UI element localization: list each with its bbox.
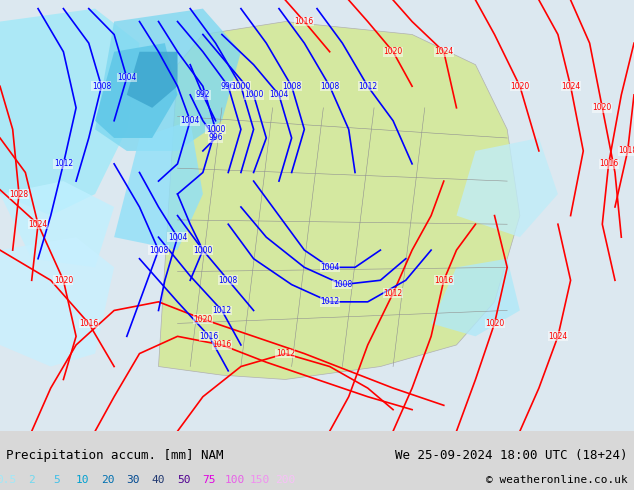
Text: 1012: 1012	[384, 289, 403, 298]
Text: © weatheronline.co.uk: © weatheronline.co.uk	[486, 475, 628, 485]
Text: 1000: 1000	[193, 245, 212, 255]
Polygon shape	[0, 237, 114, 367]
Text: 1008: 1008	[149, 245, 168, 255]
Text: 30: 30	[126, 475, 140, 485]
Text: 1004: 1004	[168, 233, 187, 242]
Text: 1016: 1016	[79, 319, 98, 328]
Text: 1018: 1018	[618, 147, 634, 155]
Text: 1012: 1012	[276, 349, 295, 358]
Text: 1000: 1000	[231, 82, 250, 91]
Text: 50: 50	[177, 475, 191, 485]
Text: 1008: 1008	[92, 82, 111, 91]
Polygon shape	[158, 22, 520, 379]
Text: 1012: 1012	[320, 297, 339, 306]
Text: 5: 5	[54, 475, 60, 485]
Polygon shape	[0, 9, 139, 216]
Text: 1012: 1012	[54, 159, 73, 169]
Text: 1016: 1016	[200, 332, 219, 341]
FancyBboxPatch shape	[0, 0, 634, 431]
Text: 1012: 1012	[358, 82, 377, 91]
Text: Precipitation accum. [mm] NAM: Precipitation accum. [mm] NAM	[6, 449, 224, 462]
Text: 200: 200	[275, 475, 295, 485]
Text: 40: 40	[152, 475, 165, 485]
Text: 10: 10	[75, 475, 89, 485]
Text: 1020: 1020	[193, 315, 212, 323]
Text: 1020: 1020	[54, 276, 73, 285]
Text: 992: 992	[196, 90, 210, 99]
Text: 1020: 1020	[485, 319, 504, 328]
Text: 1004: 1004	[320, 263, 339, 272]
Text: 1016: 1016	[434, 276, 453, 285]
Text: 1020: 1020	[384, 47, 403, 56]
Text: 150: 150	[250, 475, 270, 485]
Text: 1004: 1004	[181, 116, 200, 125]
Polygon shape	[431, 259, 520, 336]
Text: 1024: 1024	[548, 332, 567, 341]
Polygon shape	[127, 52, 178, 108]
Text: 1016: 1016	[212, 341, 231, 349]
Text: 1024: 1024	[29, 220, 48, 229]
Polygon shape	[456, 138, 558, 237]
Text: 1008: 1008	[333, 280, 352, 289]
Text: 2: 2	[29, 475, 35, 485]
Text: 1020: 1020	[593, 103, 612, 112]
Polygon shape	[114, 121, 203, 250]
Text: 1000: 1000	[244, 90, 263, 99]
Text: 1008: 1008	[282, 82, 301, 91]
Text: 1008: 1008	[219, 276, 238, 285]
Text: 996: 996	[221, 82, 236, 91]
Text: 1024: 1024	[434, 47, 453, 56]
Text: 1028: 1028	[10, 190, 29, 198]
Text: 1024: 1024	[561, 82, 580, 91]
Text: 1008: 1008	[320, 82, 339, 91]
Polygon shape	[95, 9, 241, 151]
Text: We 25-09-2024 18:00 UTC (18+24): We 25-09-2024 18:00 UTC (18+24)	[395, 449, 628, 462]
Polygon shape	[0, 181, 114, 268]
Text: 20: 20	[101, 475, 115, 485]
Text: 1004: 1004	[117, 73, 136, 82]
Text: 1016: 1016	[599, 159, 618, 169]
Text: 1016: 1016	[295, 17, 314, 26]
Text: 75: 75	[202, 475, 216, 485]
Text: 1004: 1004	[269, 90, 288, 99]
Text: 996: 996	[208, 133, 223, 143]
Text: 0.5: 0.5	[0, 475, 16, 485]
Polygon shape	[95, 43, 178, 138]
Text: 1012: 1012	[212, 306, 231, 315]
Text: 1000: 1000	[206, 125, 225, 134]
Text: 100: 100	[224, 475, 245, 485]
Text: 1020: 1020	[510, 82, 529, 91]
